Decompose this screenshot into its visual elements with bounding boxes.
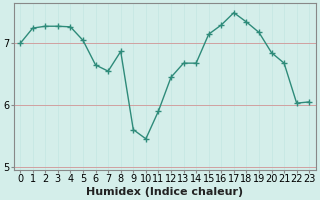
X-axis label: Humidex (Indice chaleur): Humidex (Indice chaleur) bbox=[86, 187, 243, 197]
